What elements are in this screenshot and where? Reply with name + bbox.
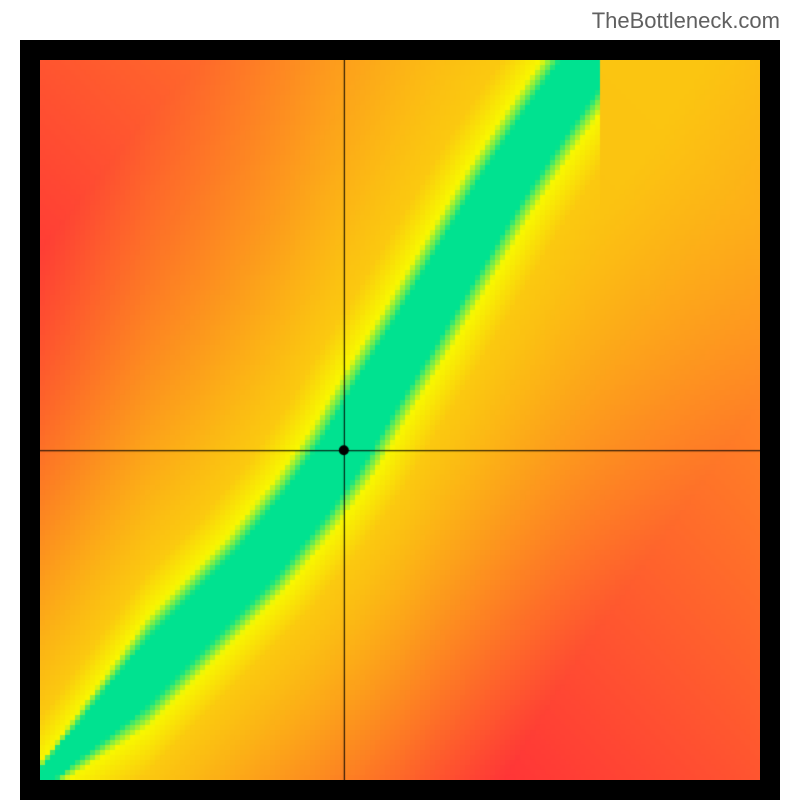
chart-container: TheBottleneck.com <box>0 0 800 800</box>
watermark-text: TheBottleneck.com <box>592 8 780 34</box>
heatmap-canvas <box>40 60 760 780</box>
chart-frame <box>20 40 780 800</box>
